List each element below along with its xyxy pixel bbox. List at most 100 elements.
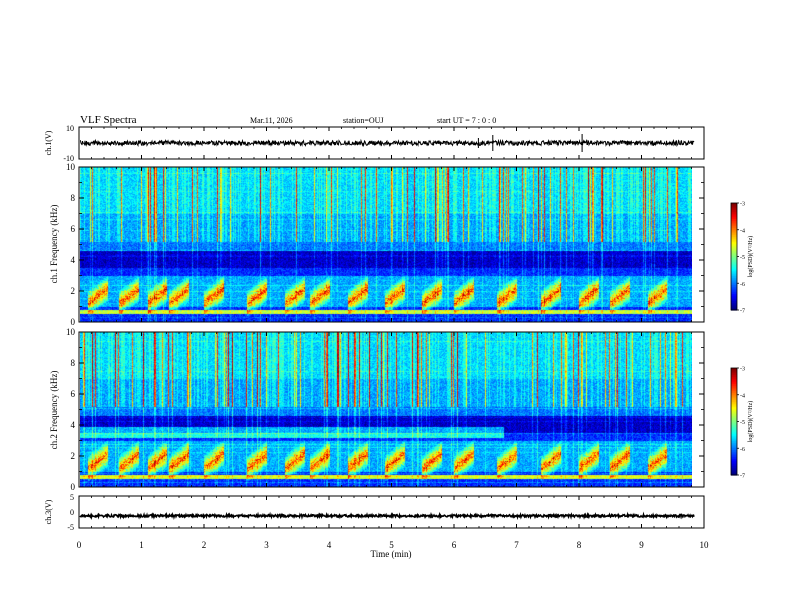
x-tick-label: 6 bbox=[452, 540, 457, 550]
ch1-waveform-line bbox=[80, 134, 695, 152]
colorbar-cell bbox=[731, 446, 737, 449]
colorbar-cell bbox=[731, 293, 737, 297]
y-tick-label: 0 bbox=[71, 317, 76, 327]
y-tick-label: 6 bbox=[71, 224, 76, 234]
colorbar-cell bbox=[731, 442, 737, 446]
colorbar-cell bbox=[731, 211, 737, 215]
colorbar-cell bbox=[731, 240, 737, 243]
ch1-ytick-bottom: -10 bbox=[63, 154, 74, 163]
colorbar-tick-label: -3 bbox=[740, 367, 745, 373]
x-tick-label: 2 bbox=[202, 540, 207, 550]
colorbar-cell bbox=[731, 281, 737, 284]
colorbar-cell bbox=[731, 272, 737, 275]
ch3-wave-ylabel: ch.3(V) bbox=[44, 499, 53, 524]
colorbar-cell bbox=[731, 403, 737, 407]
colorbar-cell bbox=[731, 398, 737, 401]
y-tick-label: 0 bbox=[71, 482, 76, 492]
ch3-wave-frame bbox=[78, 495, 705, 529]
colorbar-cell bbox=[731, 417, 737, 421]
colorbar-cell bbox=[731, 384, 737, 387]
colorbar-tick-label: -5 bbox=[740, 255, 745, 261]
colorbar-cell bbox=[731, 236, 737, 240]
x-tick-label: 4 bbox=[327, 540, 332, 550]
colorbar-cell bbox=[731, 244, 737, 247]
colorbar-tick-label: -7 bbox=[740, 309, 745, 315]
y-tick-label: 6 bbox=[71, 389, 76, 399]
ch3-waveform-panel: 5 0 -5 ch.3(V) bbox=[44, 493, 705, 532]
x-tick-label: 1 bbox=[139, 540, 144, 550]
colorbar-cell bbox=[731, 254, 737, 258]
y-tick-label: 2 bbox=[71, 286, 76, 296]
colorbar-cell bbox=[731, 378, 737, 382]
y-tick-label: 10 bbox=[66, 162, 76, 172]
colorbar-cell bbox=[731, 286, 737, 290]
colorbar-cell bbox=[731, 410, 737, 414]
colorbar-cell bbox=[731, 432, 737, 435]
colorbar-cell bbox=[731, 258, 737, 261]
colorbar-cell bbox=[731, 371, 737, 374]
colorbar-cell bbox=[731, 297, 737, 300]
ch2-spectrogram-panel: 0 2 4 6 8 10 ch.2 Frequency (kHz) bbox=[49, 327, 705, 492]
colorbar-cell bbox=[731, 285, 737, 288]
colorbar-cell bbox=[731, 387, 737, 390]
colorbar-cell bbox=[731, 376, 737, 380]
colorbar-cell bbox=[731, 238, 737, 242]
colorbar-cell bbox=[731, 412, 737, 415]
x-tick-label: 7 bbox=[514, 540, 519, 550]
colorbar-cell bbox=[731, 439, 737, 442]
colorbar-cell bbox=[731, 229, 737, 233]
ch1-wave-ylabel: ch.1(V) bbox=[44, 130, 53, 155]
colorbar-cell bbox=[731, 426, 737, 430]
colorbar-cell bbox=[731, 435, 737, 439]
colorbar-cell bbox=[731, 247, 737, 250]
colorbar-cell bbox=[731, 213, 737, 217]
colorbar-cell bbox=[731, 274, 737, 277]
ch2-spectrogram-image bbox=[80, 332, 692, 487]
colorbar-cell bbox=[731, 208, 737, 211]
colorbar-label: log(PSD)(V²/Hz) bbox=[747, 236, 754, 277]
colorbar-cell bbox=[731, 210, 737, 213]
colorbar-cell bbox=[731, 433, 737, 437]
colorbar-cell bbox=[731, 457, 737, 460]
x-tick-label: 10 bbox=[700, 540, 710, 550]
colorbar-cell bbox=[731, 251, 737, 254]
colorbar-cell bbox=[731, 261, 737, 265]
colorbar-cell bbox=[731, 231, 737, 234]
colorbar-cell bbox=[731, 467, 737, 471]
colorbar-cell bbox=[731, 220, 737, 224]
colorbar-tick-label: -4 bbox=[740, 228, 745, 234]
colorbar-tick-label: -6 bbox=[740, 447, 745, 453]
ch2-colorbar: -3 -4 -5 -6 -7 log(PSD)(V²/Hz) bbox=[730, 367, 754, 480]
colorbar-cell bbox=[731, 396, 737, 399]
ch3-ytick-top: 5 bbox=[70, 493, 74, 502]
colorbar-cell bbox=[731, 369, 737, 373]
colorbar-cell bbox=[731, 301, 737, 304]
y-tick-label: 2 bbox=[71, 451, 76, 461]
colorbar-cell bbox=[731, 407, 737, 410]
x-tick-label: 5 bbox=[389, 540, 394, 550]
colorbar-cell bbox=[731, 419, 737, 423]
colorbar-cell bbox=[731, 217, 737, 220]
y-tick-label: 8 bbox=[71, 193, 76, 203]
colorbar-cell bbox=[731, 469, 737, 473]
y-tick-label: 8 bbox=[71, 358, 76, 368]
colorbar-cell bbox=[731, 430, 737, 433]
colorbar-cell bbox=[731, 373, 737, 376]
colorbar-cell bbox=[731, 394, 737, 398]
colorbar-cell bbox=[731, 448, 737, 451]
colorbar-cell bbox=[731, 252, 737, 256]
colorbar-label: log(PSD)(V²/Hz) bbox=[747, 401, 754, 442]
colorbar-cell bbox=[731, 270, 737, 274]
colorbar-tick-label: -4 bbox=[740, 393, 745, 399]
colorbar-cell bbox=[731, 471, 737, 474]
colorbar-cell bbox=[731, 292, 737, 295]
colorbar-cell bbox=[731, 265, 737, 268]
colorbar-cell bbox=[731, 283, 737, 286]
time-axis-label: Time (min) bbox=[371, 549, 412, 559]
colorbar-cell bbox=[731, 204, 737, 208]
colorbar-cell bbox=[731, 222, 737, 225]
ch3-ytick-bottom: -5 bbox=[67, 523, 74, 532]
colorbar-cell bbox=[731, 405, 737, 408]
colorbar-tick-label: -5 bbox=[740, 420, 745, 426]
